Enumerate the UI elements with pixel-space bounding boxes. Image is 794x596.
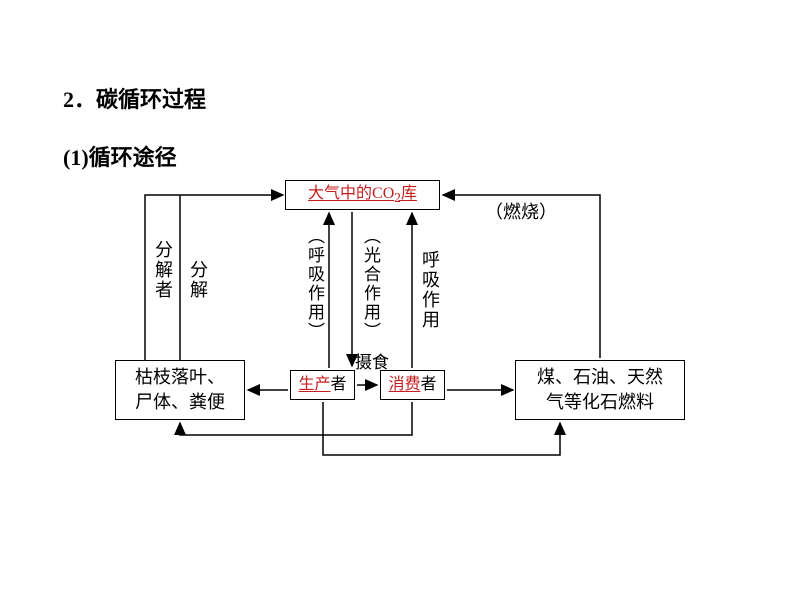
diagram-arrows <box>115 180 685 470</box>
node-producer: 生产者 <box>290 370 355 400</box>
heading-sub: (1)循环途径 <box>63 140 177 172</box>
label-photosynthesis: （光合作用） <box>358 227 383 341</box>
label-respiration2: 呼吸作用 <box>417 250 443 330</box>
node-co2-label: 大气中的CO2库 <box>308 183 417 208</box>
label-respiration1: （呼吸作用） <box>302 227 327 341</box>
node-consumer: 消费者 <box>380 370 445 400</box>
node-fuel: 煤、石油、天然 气等化石燃料 <box>515 360 685 420</box>
node-detritus: 枯枝落叶、 尸体、粪便 <box>115 360 245 420</box>
carbon-cycle-diagram: 大气中的CO2库 枯枝落叶、 尸体、粪便 生产者 消费者 煤、石油、天然 气等化… <box>115 180 685 470</box>
heading-main: 2．碳循环过程 <box>63 82 206 114</box>
node-co2: 大气中的CO2库 <box>285 180 440 210</box>
label-decomposer: 分解者 <box>150 240 176 300</box>
label-decompose: 分解 <box>185 260 211 300</box>
label-combustion: （燃烧） <box>485 198 557 224</box>
label-feeding: 摄食 <box>355 348 389 373</box>
